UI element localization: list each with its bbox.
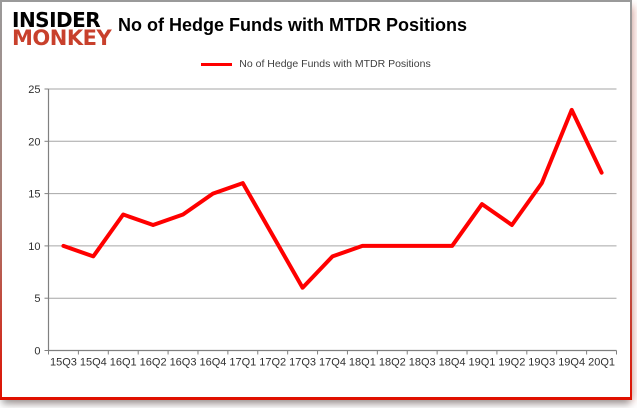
y-tick-label: 10 (28, 241, 40, 253)
x-tick-label: 18Q2 (379, 357, 406, 369)
chart-card: INSIDER MONKEY No of Hedge Funds with MT… (0, 0, 632, 400)
y-tick-label: 20 (28, 136, 40, 148)
x-tick-label: 18Q3 (409, 357, 436, 369)
y-tick-label: 0 (34, 346, 40, 358)
logo-text-insider: INSIDER (12, 8, 101, 32)
x-tick-label: 17Q3 (289, 357, 316, 369)
x-tick-label: 15Q3 (50, 357, 77, 369)
chart-legend: No of Hedge Funds with MTDR Positions (2, 58, 630, 70)
x-tick-label: 17Q2 (259, 357, 286, 369)
x-tick-label: 19Q2 (498, 357, 525, 369)
x-tick-label: 16Q4 (199, 357, 226, 369)
legend-line-swatch (201, 62, 233, 66)
legend-label: No of Hedge Funds with MTDR Positions (239, 58, 431, 70)
x-tick-label: 19Q3 (528, 357, 555, 369)
x-tick-label: 19Q4 (558, 357, 585, 369)
data-series-line (61, 107, 604, 290)
chart-title: No of Hedge Funds with MTDR Positions (118, 15, 467, 35)
x-tick-label: 17Q4 (319, 357, 346, 369)
x-tick-label: 16Q1 (110, 357, 137, 369)
y-tick-label: 25 (28, 84, 40, 96)
logo-text-monkey: MONKEY (12, 26, 112, 51)
y-tick-label: 15 (28, 189, 40, 201)
x-tick-label: 18Q1 (349, 357, 376, 369)
x-tick-label: 19Q1 (469, 357, 496, 369)
x-tick-label: 16Q3 (170, 357, 197, 369)
x-tick-label: 20Q1 (588, 357, 615, 369)
x-tick-label: 18Q4 (439, 357, 466, 369)
x-tick-label: 16Q2 (140, 357, 167, 369)
insider-monkey-logo: INSIDER MONKEY (12, 8, 112, 51)
x-tick-label: 15Q4 (80, 357, 107, 369)
y-tick-label: 5 (34, 293, 40, 305)
x-tick-label: 17Q1 (229, 357, 256, 369)
